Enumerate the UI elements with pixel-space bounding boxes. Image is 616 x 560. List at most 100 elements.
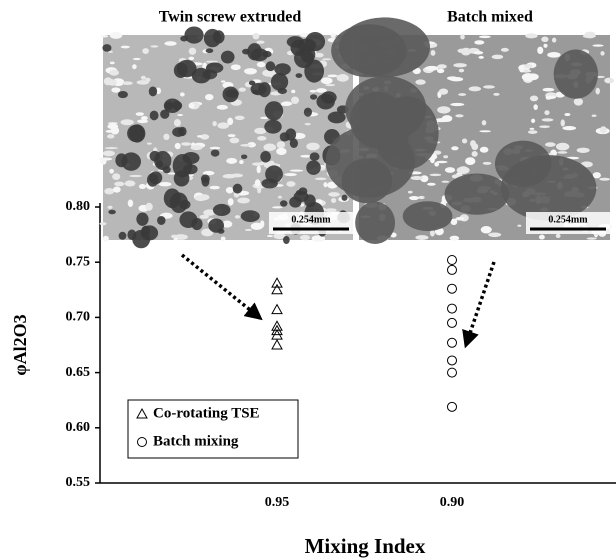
grain <box>541 36 549 43</box>
particle <box>102 44 112 52</box>
grain <box>199 214 210 219</box>
point <box>447 367 457 378</box>
particle <box>157 215 166 225</box>
grain <box>478 35 491 39</box>
grain <box>327 74 338 78</box>
grain <box>136 80 149 85</box>
particle <box>279 132 290 142</box>
grain <box>244 68 257 75</box>
grain <box>266 234 274 238</box>
grain <box>257 186 262 194</box>
particle <box>154 151 172 171</box>
grain <box>120 119 134 126</box>
grain <box>435 118 449 123</box>
grain <box>107 50 113 53</box>
grain <box>560 119 565 127</box>
grain <box>315 88 327 93</box>
grain <box>474 40 485 45</box>
grain <box>109 31 123 39</box>
particle <box>260 150 271 163</box>
particle <box>182 151 200 165</box>
grain <box>586 237 597 240</box>
grain <box>272 206 283 209</box>
scale-bar-label: 0.254mm <box>291 214 331 225</box>
grain <box>418 195 425 200</box>
particle <box>108 209 116 215</box>
y-tick-label: 0.60 <box>66 420 91 435</box>
particle <box>201 177 210 187</box>
grain <box>461 138 468 144</box>
grain <box>132 64 137 70</box>
grain <box>111 87 121 93</box>
grain <box>124 180 136 187</box>
grain <box>240 144 252 147</box>
legend <box>127 399 299 459</box>
y-tick-label: 0.75 <box>66 254 91 269</box>
grain <box>238 87 246 92</box>
grain <box>256 165 261 174</box>
grain <box>113 186 121 193</box>
arrow <box>462 261 496 349</box>
grain <box>227 198 234 206</box>
grain <box>256 61 266 68</box>
grain <box>104 147 119 150</box>
grain <box>543 43 548 48</box>
grain <box>482 161 492 165</box>
grain <box>158 181 172 187</box>
grain <box>314 177 327 181</box>
particle <box>212 203 231 217</box>
grain <box>336 74 349 82</box>
point <box>271 283 283 295</box>
point <box>447 264 457 275</box>
grain <box>177 113 184 117</box>
particle <box>184 26 204 44</box>
grain <box>257 136 267 141</box>
grain <box>483 85 495 89</box>
grain <box>250 222 264 230</box>
grain <box>252 32 260 40</box>
grain <box>173 237 178 241</box>
particle <box>132 229 151 249</box>
grain <box>276 147 287 156</box>
point <box>447 303 457 314</box>
grain <box>470 140 476 148</box>
particle <box>179 211 198 229</box>
particle <box>169 192 188 214</box>
grain <box>458 93 467 96</box>
grain <box>429 173 442 177</box>
grain <box>479 146 489 153</box>
grain <box>234 115 245 121</box>
grain <box>330 197 337 204</box>
grain <box>201 228 214 237</box>
particle <box>320 91 337 104</box>
grain <box>460 34 465 40</box>
grain <box>529 127 535 130</box>
particle <box>232 183 243 194</box>
grain <box>142 48 149 54</box>
particle <box>270 73 289 91</box>
grain <box>473 51 484 55</box>
grain <box>291 96 300 104</box>
grain <box>203 209 216 216</box>
grain <box>455 114 464 118</box>
particle <box>172 101 183 111</box>
grain <box>415 235 429 241</box>
particle <box>264 101 284 121</box>
grain <box>523 64 533 69</box>
grain <box>114 181 125 187</box>
grain <box>244 228 252 232</box>
grain <box>286 181 296 187</box>
grain <box>531 118 536 123</box>
grain <box>278 103 291 106</box>
grain <box>430 229 435 237</box>
grain <box>226 157 238 164</box>
grain <box>102 235 109 242</box>
grain <box>194 194 207 202</box>
grain <box>99 34 109 38</box>
grain <box>519 67 525 73</box>
point <box>137 437 147 447</box>
particle <box>289 138 299 149</box>
grain <box>135 112 145 116</box>
particle <box>252 90 260 95</box>
grain <box>450 102 465 107</box>
